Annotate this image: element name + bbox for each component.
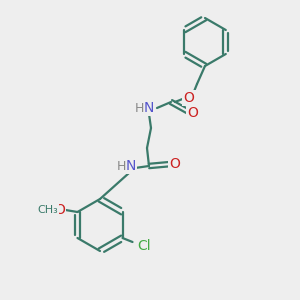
Text: O: O [188,106,198,120]
Text: O: O [54,203,65,217]
Text: O: O [169,157,180,171]
Text: N: N [126,159,136,173]
Text: N: N [144,101,154,115]
Text: Cl: Cl [138,239,151,253]
Text: CH₃: CH₃ [37,205,58,215]
Text: O: O [184,91,194,105]
Text: H: H [116,160,126,172]
Text: H: H [134,101,144,115]
